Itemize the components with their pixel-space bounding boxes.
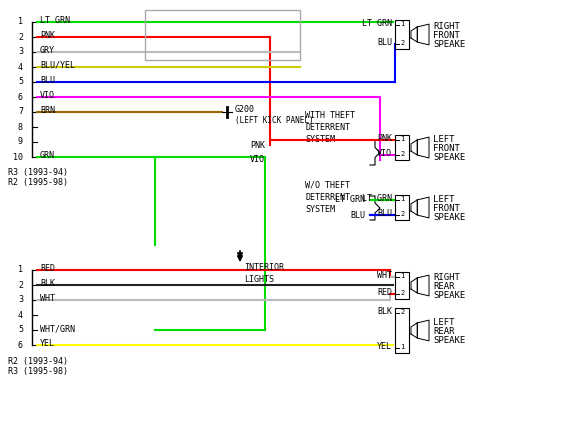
Text: PNK: PNK (250, 140, 265, 149)
Text: 3: 3 (18, 48, 23, 56)
Text: YEL: YEL (377, 342, 392, 351)
Text: SPEAKE: SPEAKE (433, 336, 465, 345)
Text: LT GRN: LT GRN (40, 16, 70, 25)
Text: 2: 2 (18, 281, 23, 290)
Text: 5: 5 (18, 326, 23, 335)
Polygon shape (411, 27, 417, 42)
Text: LEFT: LEFT (433, 195, 454, 204)
Text: R3 (1995-98): R3 (1995-98) (8, 367, 68, 376)
Bar (395, 135, 409, 160)
Polygon shape (411, 278, 417, 293)
Text: SPEAKE: SPEAKE (433, 40, 465, 49)
Text: FRONT: FRONT (433, 144, 460, 153)
Text: WHT/GRN: WHT/GRN (40, 324, 75, 333)
Polygon shape (417, 197, 429, 218)
Polygon shape (417, 275, 429, 296)
Text: YEL: YEL (40, 339, 55, 348)
Text: WHT: WHT (377, 271, 392, 280)
Text: 9: 9 (18, 138, 23, 146)
Text: 6: 6 (18, 93, 23, 101)
Text: 2: 2 (400, 290, 404, 296)
Text: VIO: VIO (377, 149, 392, 158)
Text: RIGHT: RIGHT (433, 273, 460, 282)
Text: 8: 8 (18, 123, 23, 132)
Text: VIO: VIO (250, 155, 265, 165)
Text: 7: 7 (18, 107, 23, 116)
Text: PNK: PNK (40, 31, 55, 40)
Text: 2: 2 (400, 40, 404, 46)
Text: SPEAKE: SPEAKE (433, 213, 465, 222)
Text: LT GRN: LT GRN (362, 19, 392, 28)
Text: 1: 1 (400, 344, 404, 350)
Text: 1: 1 (400, 196, 404, 202)
Text: 6: 6 (18, 340, 23, 349)
Text: LT GRN: LT GRN (335, 196, 365, 204)
Text: BLK: BLK (377, 307, 392, 316)
Text: G200: G200 (235, 106, 255, 114)
Text: R2 (1995-98): R2 (1995-98) (8, 178, 68, 187)
Text: LEFT: LEFT (433, 318, 454, 327)
Text: FRONT: FRONT (433, 31, 460, 40)
Text: 2: 2 (400, 151, 404, 157)
Text: BLU: BLU (40, 76, 55, 85)
Polygon shape (417, 24, 429, 45)
Text: WHT: WHT (40, 294, 55, 303)
Polygon shape (411, 200, 417, 215)
Text: R2 (1993-94): R2 (1993-94) (8, 357, 68, 366)
Text: DETERRENT: DETERRENT (305, 123, 350, 132)
Text: RED: RED (40, 264, 55, 273)
Text: 2: 2 (400, 211, 404, 217)
Text: R3 (1993-94): R3 (1993-94) (8, 168, 68, 177)
Text: VIO: VIO (40, 91, 55, 100)
Text: SYSTEM: SYSTEM (305, 204, 335, 213)
Text: LEFT: LEFT (433, 135, 454, 144)
Text: 10: 10 (13, 152, 23, 162)
Text: LT GRN: LT GRN (362, 194, 392, 203)
Text: DETERRENT: DETERRENT (305, 193, 350, 201)
Text: 1: 1 (18, 17, 23, 26)
Text: BLK: BLK (40, 279, 55, 288)
Text: SPEAKE: SPEAKE (433, 153, 465, 162)
Polygon shape (417, 137, 429, 158)
Text: BRN: BRN (40, 106, 55, 115)
Text: LIGHTS: LIGHTS (244, 275, 274, 284)
Text: 1: 1 (18, 265, 23, 275)
Text: BLU/YEL: BLU/YEL (40, 61, 75, 70)
Text: 2: 2 (18, 32, 23, 42)
Text: 5: 5 (18, 78, 23, 87)
Text: RED: RED (377, 288, 392, 297)
Bar (395, 20, 409, 49)
Text: WITH THEFT: WITH THEFT (305, 110, 355, 120)
Text: 1: 1 (400, 136, 404, 142)
Text: 4: 4 (18, 62, 23, 71)
Text: FRONT: FRONT (433, 204, 460, 213)
Text: GRY: GRY (40, 46, 55, 55)
Text: 1: 1 (400, 273, 404, 279)
Polygon shape (411, 323, 417, 338)
Polygon shape (411, 140, 417, 155)
Text: INTERIOR: INTERIOR (244, 264, 284, 272)
Text: PNK: PNK (377, 134, 392, 143)
Text: W/O THEFT: W/O THEFT (305, 181, 350, 190)
Text: SYSTEM: SYSTEM (305, 135, 335, 143)
Text: 2: 2 (400, 309, 404, 315)
Text: BLU: BLU (350, 210, 365, 220)
Bar (395, 195, 409, 220)
Text: REAR: REAR (433, 282, 454, 291)
Text: BLU: BLU (377, 38, 392, 47)
Bar (145, 10, 300, 60)
Text: REAR: REAR (433, 327, 454, 336)
Text: SPEAKE: SPEAKE (433, 291, 465, 300)
Text: BLU: BLU (377, 209, 392, 218)
Text: GRN: GRN (40, 151, 55, 160)
Bar (395, 308, 409, 353)
Text: RIGHT: RIGHT (433, 22, 460, 31)
Text: 4: 4 (18, 310, 23, 320)
Bar (395, 272, 409, 299)
Text: 1: 1 (400, 21, 404, 27)
Polygon shape (417, 320, 429, 341)
Text: 3: 3 (18, 295, 23, 304)
Text: (LEFT KICK PANEL): (LEFT KICK PANEL) (235, 116, 313, 125)
